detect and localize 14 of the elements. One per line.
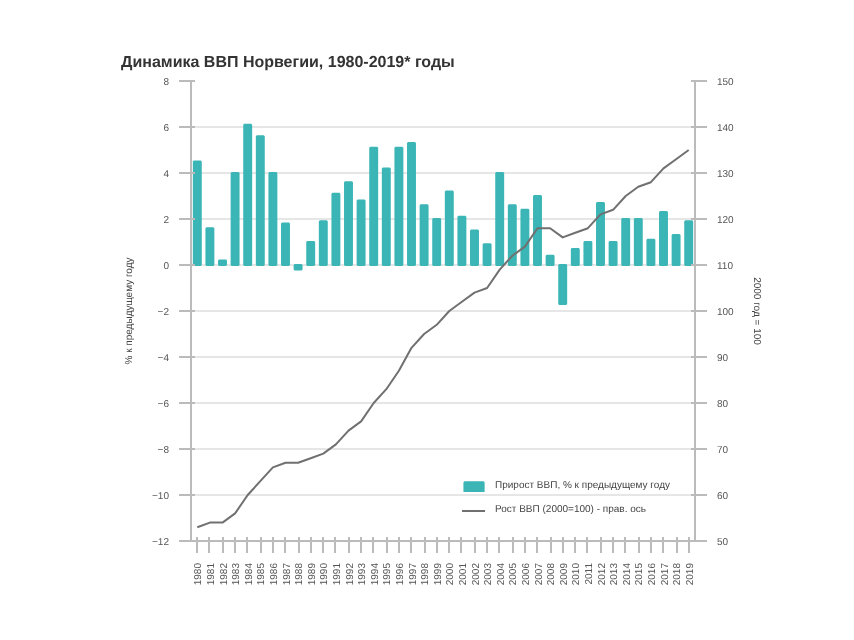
- chart-title: Динамика ВВП Норвегии, 1980-2019* годы: [121, 53, 456, 71]
- bar: [533, 195, 542, 266]
- bar: [659, 211, 668, 266]
- bar: [281, 222, 290, 266]
- bar: [293, 264, 303, 271]
- bar: [218, 259, 227, 266]
- bar: [558, 264, 568, 306]
- bar: [596, 201, 605, 266]
- line-series: [196, 149, 690, 529]
- bar: [545, 254, 555, 266]
- bar: [407, 142, 416, 266]
- bar: [470, 229, 479, 266]
- bar: [344, 181, 353, 266]
- bar: [306, 241, 316, 266]
